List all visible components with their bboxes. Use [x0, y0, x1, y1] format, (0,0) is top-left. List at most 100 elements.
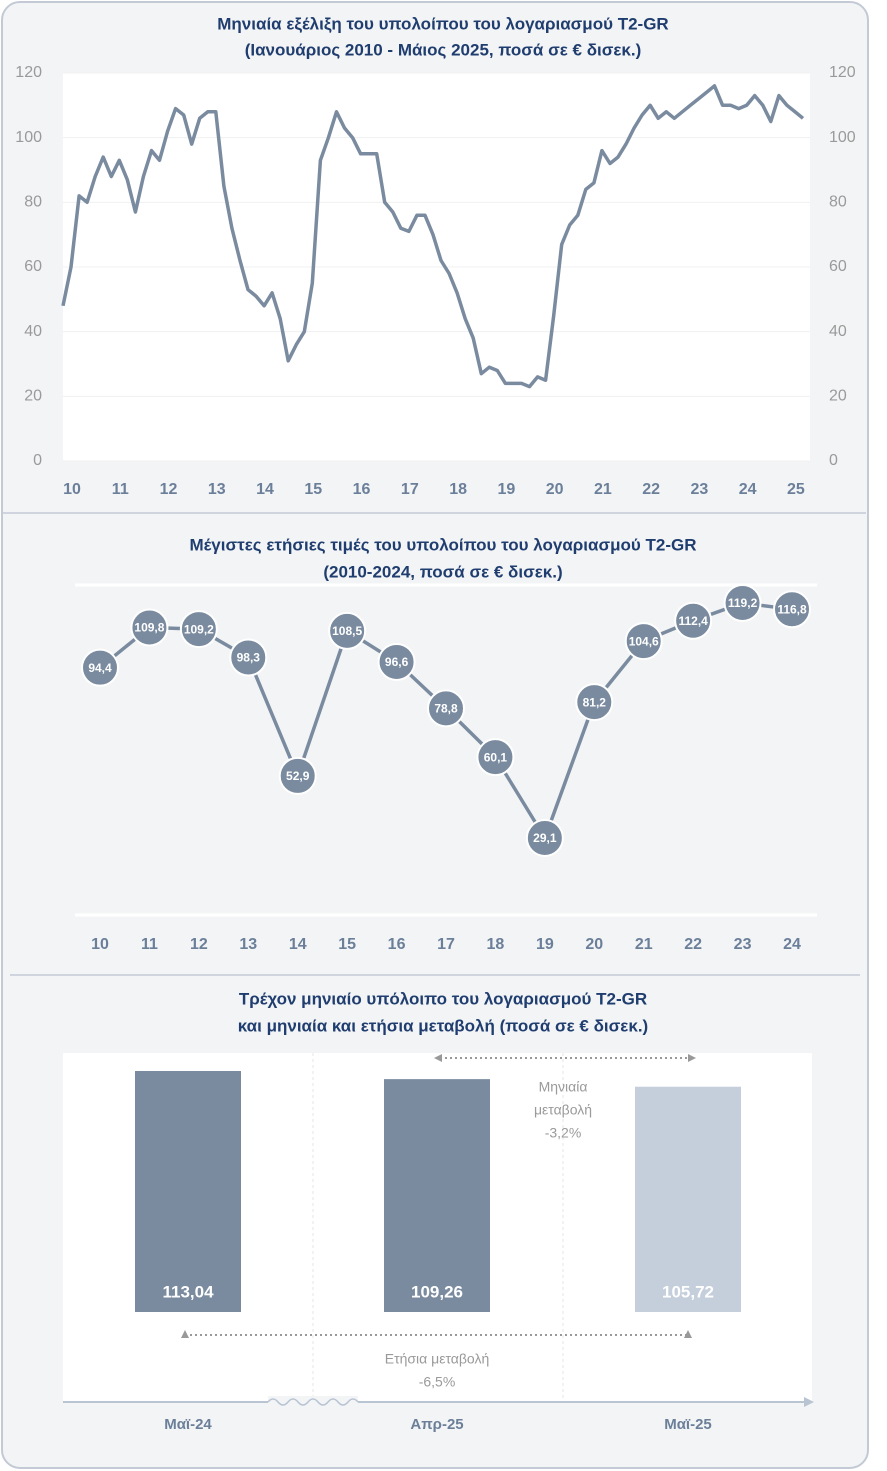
x-tick-label: 21 [635, 936, 653, 953]
x-tick-label: 17 [401, 481, 419, 498]
x-tick-label: 24 [739, 481, 757, 498]
point [674, 601, 713, 640]
x-tick-label: 20 [585, 936, 603, 953]
x-tick-label: 16 [353, 481, 371, 498]
data-label: 81,2 [583, 695, 607, 709]
point [229, 638, 268, 677]
data-label: 78,8 [434, 702, 458, 716]
data-label: 29,1 [533, 831, 557, 845]
y2-tick-label: 20 [829, 388, 847, 405]
line [61, 84, 805, 389]
x-tick-label: 14 [289, 936, 307, 953]
x-tick-label: 11 [141, 936, 158, 953]
data-label: 96,6 [385, 655, 409, 669]
x-tick-label: 18 [487, 936, 505, 953]
chart-title: Μηνιαία εξέλιξη του υπολοίπου του λογαρι… [217, 14, 668, 33]
x-tick-label: 22 [684, 936, 702, 953]
point [328, 611, 367, 650]
point [575, 683, 614, 722]
y-tick-label: 100 [15, 129, 42, 146]
data-label: 109,8 [134, 621, 164, 635]
y2-tick-label: 120 [829, 64, 856, 81]
x-tick-label: Μαϊ-25 [664, 1416, 712, 1433]
arrowhead [688, 1054, 696, 1062]
point [130, 608, 169, 647]
x-tick-label: 12 [190, 936, 208, 953]
x-tick-label: 19 [536, 936, 554, 953]
annotation: Μηνιαία [539, 1079, 588, 1095]
x-tick-label: 14 [256, 481, 274, 498]
data-label: 105,72 [662, 1282, 714, 1301]
point [81, 648, 119, 687]
y2-tick-label: 80 [829, 194, 847, 211]
x-tick-label: 23 [690, 481, 708, 498]
data-label: 112,4 [678, 614, 708, 628]
annotation: -3,2% [545, 1125, 582, 1141]
point [179, 610, 218, 649]
y2-tick-label: 0 [829, 452, 838, 469]
x-tick-label: 23 [734, 936, 752, 953]
x-tick-label: 17 [437, 936, 455, 953]
data-label: 119,2 [728, 596, 758, 610]
y2-tick-label: 40 [829, 323, 847, 340]
data-label: 109,26 [411, 1282, 463, 1301]
y2-tick-label: 60 [829, 258, 847, 275]
x-tick-label: 15 [304, 481, 322, 498]
data-label: 94,4 [88, 661, 112, 675]
axis-break [267, 1398, 359, 1406]
x-tick-label: 19 [497, 481, 515, 498]
arrowhead [434, 1054, 442, 1062]
bar [382, 1077, 492, 1315]
x-tick-label: 21 [594, 481, 612, 498]
x-tick-label: Μαϊ-24 [164, 1416, 212, 1433]
y-tick-label: 40 [24, 323, 42, 340]
annotation: -6,5% [419, 1374, 456, 1390]
x-tick-label: 25 [787, 481, 805, 498]
data-label: 98,3 [237, 651, 261, 665]
chart-subtitle: (2010-2024, ποσά σε € δισεκ.) [323, 562, 562, 581]
bar [633, 1084, 743, 1315]
x-tick-label: 24 [783, 936, 801, 953]
point [624, 622, 663, 661]
point [427, 689, 465, 728]
data-label: 60,1 [484, 750, 508, 764]
point [525, 819, 564, 857]
bar [133, 1069, 243, 1314]
y2-tick-label: 100 [829, 129, 856, 146]
x-tick-label: 12 [160, 481, 178, 498]
data-label: 116,8 [777, 602, 807, 616]
x-tick-label: 10 [91, 936, 109, 953]
data-label: 104,6 [629, 634, 659, 648]
arrowhead [181, 1330, 189, 1338]
y-tick-label: 20 [24, 388, 42, 405]
data-label: 108,5 [332, 624, 362, 638]
x-tick-label: 22 [642, 481, 660, 498]
y-tick-label: 60 [24, 258, 42, 275]
x-tick-label: 10 [63, 481, 81, 498]
axis-break [268, 1396, 358, 1408]
y-tick-label: 0 [33, 452, 42, 469]
chart-subtitle: (Ιανουάριος 2010 - Μάιος 2025, ποσά σε €… [245, 40, 642, 59]
x-tick-label: 16 [388, 936, 406, 953]
data-label: 109,2 [184, 622, 214, 636]
y-tick-label: 80 [24, 194, 42, 211]
chart-title: Τρέχον μηνιαίο υπόλοιπο του λογαριασμού … [239, 989, 647, 1008]
arrowhead [804, 1397, 814, 1407]
point [476, 738, 515, 777]
point [723, 584, 762, 622]
x-tick-label: 20 [546, 481, 564, 498]
annotation: μεταβολή [534, 1102, 592, 1118]
point [773, 590, 811, 629]
arrowhead [684, 1330, 692, 1338]
data-label: 52,9 [286, 769, 310, 783]
annotation: Ετήσια μεταβολή [385, 1351, 489, 1367]
x-tick-label: 13 [239, 936, 257, 953]
y-tick-label: 120 [15, 64, 42, 81]
data-label: 113,04 [162, 1282, 214, 1301]
chart-subtitle: και μηνιαία και ετήσια μεταβολή (ποσά σε… [238, 1016, 648, 1035]
x-tick-label: Απρ-25 [410, 1416, 463, 1433]
x-tick-label: 13 [208, 481, 226, 498]
x-tick-label: 11 [112, 481, 129, 498]
x-tick-label: 18 [449, 481, 467, 498]
